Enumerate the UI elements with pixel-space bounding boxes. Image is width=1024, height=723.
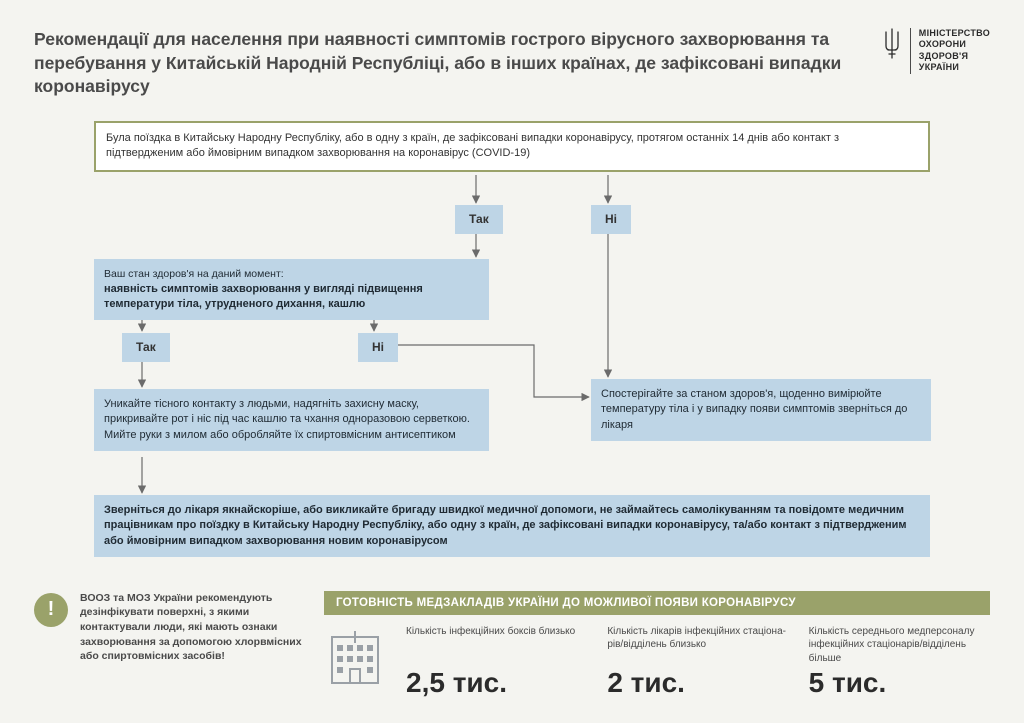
logo-text-l2: ОХОРОНИ [919,39,990,50]
flowchart: Була поїздка в Китайську Народну Республ… [34,121,990,571]
stat-doctors: Кількість лікарів інфекційних стаціона­р… [607,625,788,699]
readiness-stats: Кількість інфекційних боксів близько 2,5… [324,625,990,700]
logo-text-l1: МІНІСТЕРСТВО [919,28,990,39]
stat-value: 2 тис. [607,667,788,699]
node-no-1: Ні [591,205,631,234]
node-no-2: Ні [358,333,398,362]
logo-text: МІНІСТЕРСТВО ОХОРОНИ ЗДОРОВ'Я УКРАЇНИ [919,28,990,73]
node-symptoms-question: Ваш стан здоров'я на даний момент: наявн… [94,259,489,320]
node-travel-question: Була поїздка в Китайську Народну Республ… [94,121,930,172]
node-yes-1: Так [455,205,503,234]
readiness-block: ГОТОВНІСТЬ МЕДЗАКЛАДІВ УКРАЇНИ ДО МОЖЛИВ… [324,591,990,700]
hospital-icon [324,625,386,692]
footer: ! ВООЗ та МОЗ України рекомендують дезін… [0,573,1024,723]
node-avoid-contact: Уникайте тісного контакту з людьми, надя… [94,389,489,451]
logo-separator [910,28,911,74]
logo-text-l3: ЗДОРОВ'Я [919,51,990,62]
logo-text-l4: УКРАЇНИ [919,62,990,73]
advice-text: ВООЗ та МОЗ України рекомендують дезінфі… [80,591,302,664]
symptoms-lead: Ваш стан здоров'я на даний момент: [104,267,479,282]
node-monitor-health: Спостерігайте за станом здоров'я, щоденн… [591,379,931,441]
trident-icon [882,28,902,60]
stat-label: Кількість інфекційних боксів близько [406,625,587,665]
symptoms-list: наявність симптомів захворювання у вигля… [104,282,479,313]
page-title: Рекомендації для населення при наявності… [34,28,882,99]
stat-label: Кількість лікарів інфекційних стаціона­р… [607,625,788,665]
node-see-doctor: Зверніться до лікаря якнайскоріше, або в… [94,495,930,557]
stat-nurses: Кількість середнього мед­персоналу інфек… [809,625,990,700]
page-header: Рекомендації для населення при наявності… [34,28,990,99]
stat-value: 5 тис. [809,667,990,699]
exclamation-icon: ! [34,593,68,627]
stat-boxes: Кількість інфекційних боксів близько 2,5… [406,625,587,699]
stat-label: Кількість середнього мед­персоналу інфек… [809,625,990,666]
readiness-title: ГОТОВНІСТЬ МЕДЗАКЛАДІВ УКРАЇНИ ДО МОЖЛИВ… [324,591,990,615]
node-yes-2: Так [122,333,170,362]
advice-block: ! ВООЗ та МОЗ України рекомендують дезін… [34,591,302,700]
ministry-logo: МІНІСТЕРСТВО ОХОРОНИ ЗДОРОВ'Я УКРАЇНИ [882,28,990,74]
stat-value: 2,5 тис. [406,667,587,699]
